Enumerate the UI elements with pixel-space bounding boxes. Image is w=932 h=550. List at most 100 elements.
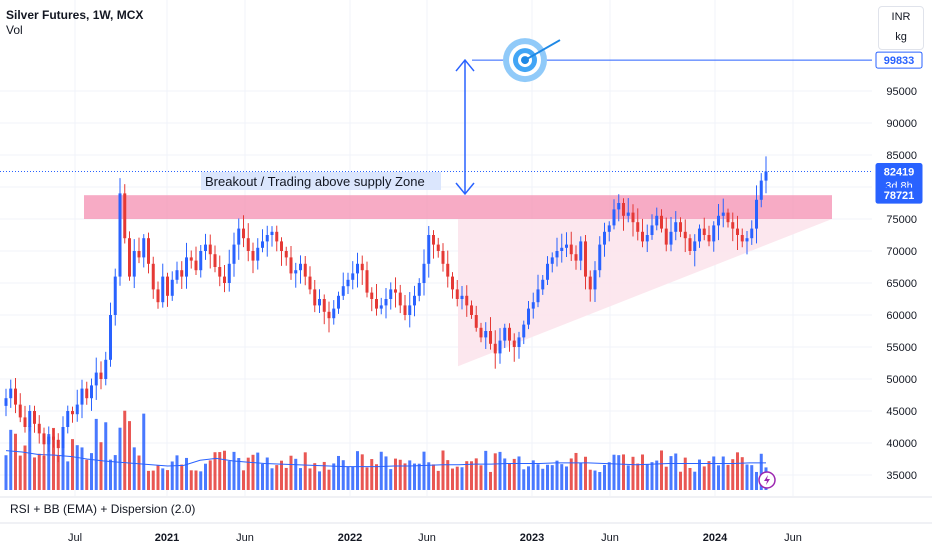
y-tick-label: 50000 — [886, 374, 917, 386]
volume-bar — [66, 461, 70, 490]
candle-body — [645, 235, 649, 242]
candle-body — [617, 203, 621, 210]
volume-bar — [256, 452, 260, 490]
candle-body — [427, 235, 431, 264]
volume-bar — [327, 469, 331, 490]
candle-body — [484, 331, 488, 338]
candle-body — [356, 263, 359, 274]
candle-body — [465, 295, 469, 306]
weight-unit-label[interactable]: kg — [895, 31, 907, 43]
candle-body — [194, 260, 198, 271]
candle-body — [47, 436, 51, 445]
currency-label[interactable]: INR — [891, 11, 911, 23]
volume-indicator-label[interactable]: Vol — [6, 23, 23, 37]
volume-bar — [289, 455, 293, 490]
volume-bar — [99, 442, 103, 490]
volume-bar — [650, 462, 654, 490]
candle-body — [726, 212, 730, 223]
volume-bar — [736, 452, 739, 490]
candle-body — [479, 327, 483, 338]
volume-bar — [232, 451, 236, 490]
volume-bar — [185, 457, 188, 490]
candle-body — [18, 404, 22, 418]
volume-bar — [474, 458, 478, 490]
candle-body — [493, 343, 497, 354]
candle-body — [422, 263, 426, 283]
candle-body — [251, 251, 255, 261]
candle-body — [398, 292, 402, 306]
volume-bar — [679, 471, 682, 490]
volume-bar — [80, 447, 84, 490]
target-price-label — [875, 51, 923, 69]
volume-bar — [223, 450, 226, 490]
volume-bar — [588, 469, 592, 490]
volume-bar — [740, 457, 744, 490]
candle-body — [166, 276, 169, 296]
volume-bar — [147, 470, 150, 490]
candle-body — [180, 270, 184, 277]
flash-icon[interactable] — [758, 471, 776, 489]
volume-bar — [275, 465, 279, 490]
rsi-indicator-label[interactable]: RSI + BB (EMA) + Dispersion (2.0) — [10, 502, 196, 516]
symbol-title[interactable]: Silver Futures, 1W, MCX — [6, 8, 144, 22]
volume-bar — [246, 457, 250, 490]
volume-bar — [636, 463, 640, 490]
candle-body — [470, 305, 473, 315]
candle-body — [137, 251, 141, 258]
volume-bar — [313, 463, 317, 490]
candle-body — [740, 235, 744, 242]
candle-body — [375, 299, 378, 309]
y-tick-label: 60000 — [886, 310, 917, 322]
y-axis: 35000 40000 45000 50000 55000 60000 65000 70000… — [886, 86, 917, 482]
candle-body — [56, 439, 60, 449]
candle-body — [683, 231, 687, 239]
volume-bar — [565, 466, 568, 490]
candle-body — [246, 238, 250, 251]
candle-body — [208, 244, 212, 255]
candle-body — [622, 203, 625, 216]
candle-body — [579, 241, 583, 261]
volume-bar — [37, 453, 41, 490]
candle-body — [603, 231, 606, 245]
volume-bar — [512, 458, 516, 490]
candle-body — [175, 270, 179, 280]
candle-body — [612, 209, 616, 226]
volume-bar — [94, 418, 98, 490]
candle-body — [360, 263, 364, 271]
supply-zone — [84, 195, 832, 219]
volume-bar — [156, 465, 160, 490]
candle-body — [546, 263, 549, 280]
candle-body — [261, 241, 264, 248]
candle-body — [308, 276, 312, 290]
candle-body — [346, 279, 350, 287]
volume-bar — [61, 438, 65, 490]
volume-bar — [660, 450, 663, 490]
unit-selector[interactable]: INR kg — [878, 6, 924, 50]
candle-body — [460, 295, 464, 299]
volume-bar — [4, 455, 8, 490]
volume-bar — [622, 454, 625, 490]
volume-bar — [28, 426, 32, 490]
volume-bar — [18, 455, 22, 490]
volume-bar — [493, 453, 497, 490]
volume-bar — [631, 456, 635, 490]
candle-body — [227, 263, 231, 283]
candle-body — [232, 244, 236, 264]
candle-body — [90, 385, 93, 399]
candle-body — [52, 436, 55, 440]
volume-bar — [541, 468, 545, 490]
candle-body — [341, 286, 345, 296]
candle-body — [584, 241, 587, 277]
volume-bar — [318, 471, 321, 490]
candle-body — [508, 327, 511, 341]
volume-bar — [23, 445, 27, 490]
candle-body — [626, 212, 630, 216]
volume-bar — [360, 454, 364, 490]
rsi-pane: RSI + BB (EMA) + Dispersion (2.0) — [0, 496, 932, 550]
candle-body — [512, 340, 516, 347]
volume-ma-line — [5, 450, 766, 468]
candle-body — [674, 222, 678, 232]
candle-body — [389, 289, 393, 299]
volume-bar — [204, 463, 207, 490]
